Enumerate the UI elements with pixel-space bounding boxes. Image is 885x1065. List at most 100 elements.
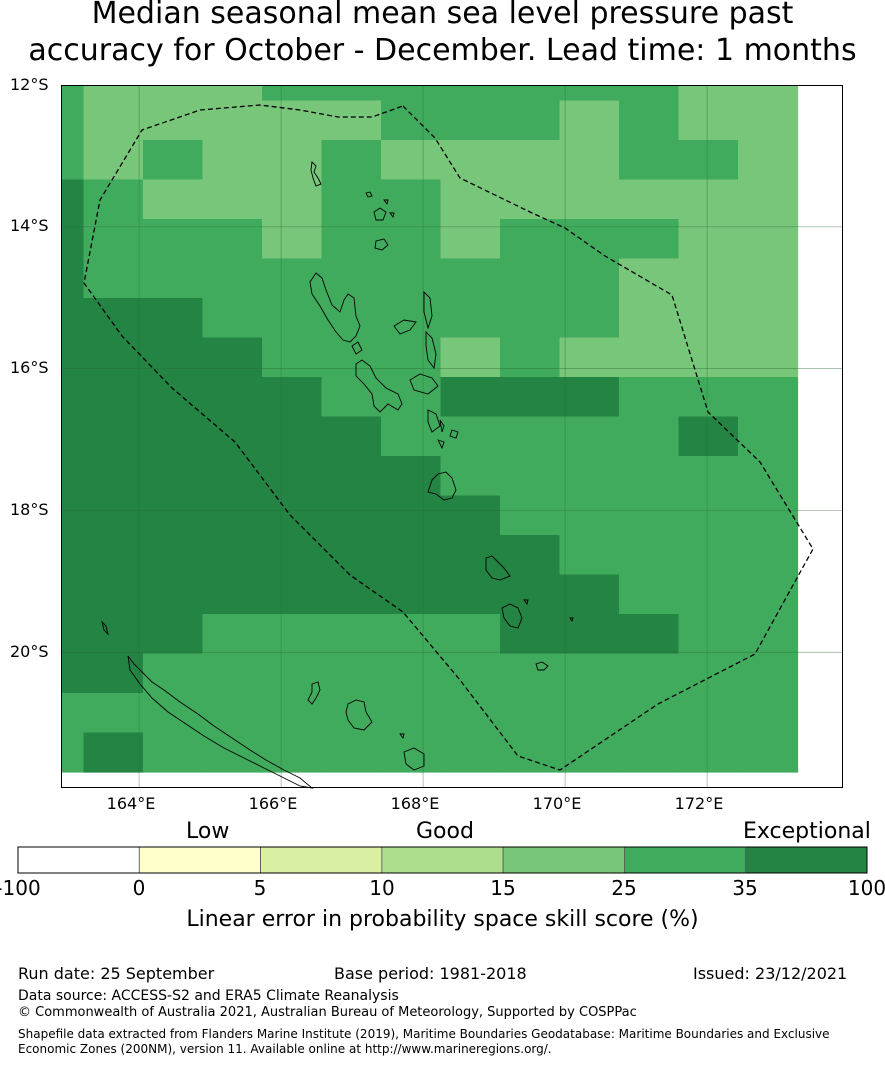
colorbar-segment [502, 846, 625, 874]
lat-label: 12°S [10, 75, 49, 94]
grid-cell [262, 693, 323, 734]
grid-cell [381, 614, 442, 655]
island-tongoa [437, 439, 445, 450]
grid-cell [321, 337, 382, 378]
island-maewo-north [374, 238, 389, 251]
grid-cell [678, 337, 739, 378]
island-futuna [569, 617, 574, 623]
island-paama [427, 409, 441, 433]
legend-category-low: Low [186, 819, 230, 844]
grid-cell [619, 614, 680, 655]
lon-label: 170°E [532, 794, 582, 813]
grid-cell [321, 574, 382, 615]
map-frame [61, 85, 843, 788]
grid-cell [321, 456, 382, 497]
grid-cell [440, 693, 501, 734]
island-aneityum [535, 661, 549, 671]
grid-cell [500, 85, 561, 102]
grid-cell [738, 337, 799, 378]
grid-cell [83, 653, 144, 694]
grid-cell [143, 614, 204, 655]
copyright: © Commonwealth of Australia 2021, Austra… [18, 1005, 637, 1020]
grid-cell [321, 179, 382, 220]
grid-cell [202, 693, 263, 734]
colorbar-segment [260, 846, 383, 874]
grid-cell [262, 614, 323, 655]
island-torres [373, 207, 387, 221]
grid-cell [500, 653, 561, 694]
island-islet-a [389, 212, 395, 219]
grid-cell [619, 219, 680, 260]
grid-cell [321, 416, 382, 457]
grid-cell [83, 416, 144, 457]
grid-cell [83, 219, 144, 260]
grid-cell [262, 732, 323, 773]
grid-cell [262, 535, 323, 576]
grid-cell [619, 456, 680, 497]
grid-cell [559, 298, 620, 339]
grid-cell [262, 258, 323, 299]
grid-cell [678, 85, 739, 102]
grid-cell [143, 140, 204, 181]
grid-cell [500, 495, 561, 536]
grid-cell [619, 258, 680, 299]
grid-cell [321, 100, 382, 141]
grid-cell [61, 693, 85, 734]
island-islet-b [383, 199, 389, 206]
issued-date: Issued: 23/12/2021 [693, 964, 848, 983]
island-maewo [423, 290, 433, 330]
grid-cell [202, 574, 263, 615]
lon-label: 164°E [106, 794, 156, 813]
grid-cell [559, 614, 620, 655]
grid-cell [83, 140, 144, 181]
grid-cell [321, 377, 382, 418]
grid-cell [559, 85, 620, 102]
grid-cell [559, 535, 620, 576]
map-title-line-2: accuracy for October - December. Lead ti… [28, 33, 857, 68]
grid-cell [143, 574, 204, 615]
colorbar-frame [17, 846, 868, 874]
grid-cell [262, 298, 323, 339]
grid-cell [738, 85, 799, 102]
grid-cell [619, 140, 680, 181]
grid-cell [678, 416, 739, 457]
grid-cell [202, 298, 263, 339]
island-new-caledonia [127, 655, 314, 789]
island-banks-small [365, 191, 373, 198]
grid-cell [381, 416, 442, 457]
grid-cell [500, 693, 561, 734]
grid-cell [678, 219, 739, 260]
grid-cell [61, 100, 85, 141]
lon-label: 172°E [674, 794, 724, 813]
island-erromango [485, 555, 511, 581]
island-banks-north [310, 161, 322, 187]
grid-cell [381, 535, 442, 576]
grid-cell [202, 377, 263, 418]
grid-cell [619, 653, 680, 694]
grid-cell [738, 100, 799, 141]
grid-cell [559, 258, 620, 299]
grid-cell [262, 495, 323, 536]
grid-cell [440, 377, 501, 418]
grid-cell [321, 614, 382, 655]
grid-cell [678, 258, 739, 299]
grid-cell [83, 732, 144, 773]
grid-cell [381, 693, 442, 734]
grid-cell [678, 140, 739, 181]
grid-cell [440, 495, 501, 536]
colorbar [17, 846, 868, 874]
grid-cell [321, 258, 382, 299]
grid-cell [321, 653, 382, 694]
colorbar-tick: 35 [732, 876, 758, 900]
grid-cell [559, 653, 620, 694]
grid-cell [738, 298, 799, 339]
grid-cell [440, 416, 501, 457]
grid-cell [262, 85, 323, 102]
grid-cell [559, 100, 620, 141]
grid-cell [61, 614, 85, 655]
grid-cell [678, 693, 739, 734]
colorbar-segment [17, 846, 140, 874]
grid-cell [738, 377, 799, 418]
lat-label: 14°S [10, 216, 49, 235]
